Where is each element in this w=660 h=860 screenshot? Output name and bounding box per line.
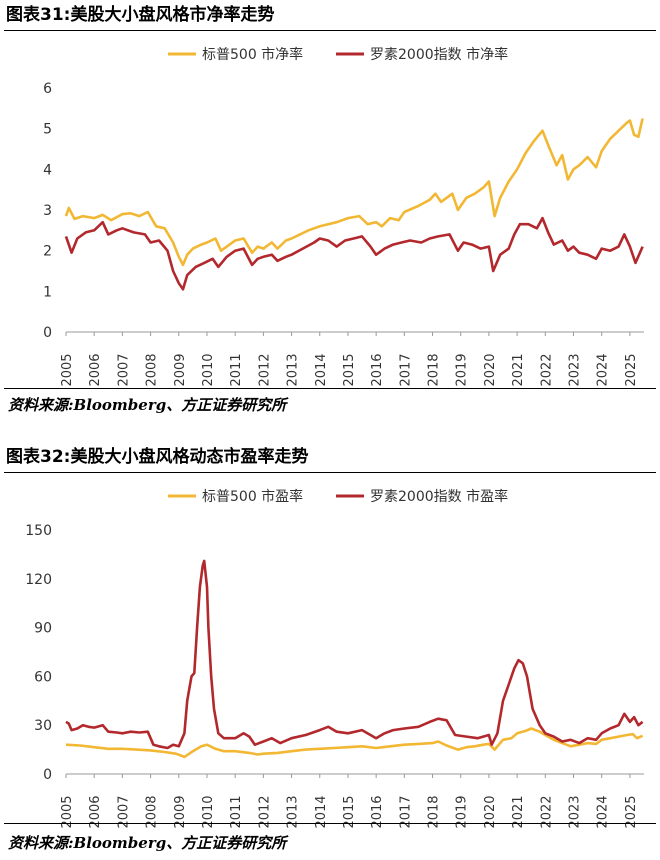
x-tick-label: 2018 (427, 795, 442, 828)
legend-label: 罗素2000指数 市盈率 (370, 488, 508, 505)
title-rule (4, 30, 656, 31)
source-note: 资料来源:Bloomberg、方正证券研究所 (8, 834, 287, 852)
x-tick-label: 2024 (596, 353, 611, 386)
x-tick-label: 2013 (286, 795, 301, 828)
x-tick-label: 2005 (60, 353, 75, 386)
legend-item: 标普500 市净率 (168, 46, 303, 63)
y-tick-label: 2 (43, 244, 52, 260)
x-tick-label: 2006 (88, 353, 103, 386)
x-tick-label: 2023 (568, 353, 583, 386)
x-tick-label: 2008 (145, 353, 160, 386)
source-rule (4, 388, 656, 389)
x-tick-label: 2019 (455, 795, 470, 828)
x-tick-label: 2010 (201, 353, 216, 386)
legend-label: 标普500 市盈率 (202, 488, 303, 505)
y-tick-label: 120 (25, 572, 52, 588)
x-tick-label: 2017 (398, 353, 413, 386)
pb-chart: 标普500 市净率 罗素2000指数 市净率 0 1 2 3 4 5 6 2005 2006 2007… (43, 46, 644, 387)
x-tick-label: 2013 (286, 353, 301, 386)
x-tick-label: 2025 (624, 353, 639, 386)
x-tick-label: 2025 (624, 795, 639, 828)
x-tick-label: 2009 (173, 353, 188, 386)
y-tick-label: 150 (25, 523, 52, 539)
y-tick-label: 6 (43, 81, 52, 97)
legend-item: 罗素2000指数 市盈率 (336, 488, 508, 505)
x-tick-label: 2023 (568, 795, 583, 828)
figure-title: 图表31:美股大小盘风格市净率走势 (6, 5, 275, 25)
series-line (65, 559, 644, 750)
x-tick-label: 2021 (511, 795, 526, 828)
x-tick-label: 2018 (427, 353, 442, 386)
pe-chart: 标普500 市盈率 罗素2000指数 市盈率 0 30 60 90 120 150 2005 20… (25, 488, 644, 829)
x-tick-label: 2012 (257, 353, 272, 386)
y-tick-label: 3 (43, 203, 52, 219)
x-tick-label: 2014 (314, 353, 329, 386)
x-tick-label: 2016 (370, 795, 385, 828)
x-tick-label: 2021 (511, 353, 526, 386)
figure-title: 图表32:美股大小盘风格动态市盈率走势 (6, 447, 309, 467)
x-tick-label: 2022 (539, 353, 554, 386)
title-rule (4, 472, 656, 473)
x-tick-label: 2019 (455, 353, 470, 386)
source-rule (4, 823, 656, 824)
x-tick-label: 2022 (539, 795, 554, 828)
series-line (65, 727, 644, 759)
x-tick-label: 2015 (342, 353, 357, 386)
y-tick-label: 0 (43, 325, 52, 341)
y-tick-label: 1 (43, 284, 52, 300)
y-tick-label: 0 (43, 767, 52, 783)
series-line (64, 216, 644, 291)
x-tick-label: 2015 (342, 795, 357, 828)
x-tick-label: 2014 (314, 795, 329, 828)
source-note: 资料来源:Bloomberg、方正证券研究所 (8, 396, 287, 414)
legend-label: 罗素2000指数 市净率 (370, 46, 508, 63)
figure-31: 图表31:美股大小盘风格市净率走势 标普500 市净率 罗素2000指数 市净率 0… (4, 5, 656, 414)
x-tick-label: 2020 (483, 353, 498, 386)
x-tick-label: 2011 (229, 795, 244, 828)
legend-item: 标普500 市盈率 (168, 488, 303, 505)
x-tick-label: 2009 (173, 795, 188, 828)
legend-label: 标普500 市净率 (202, 46, 303, 63)
x-tick-label: 2010 (201, 795, 216, 828)
x-tick-label: 2007 (116, 353, 131, 386)
y-tick-label: 60 (34, 669, 52, 685)
y-tick-label: 5 (43, 122, 52, 138)
figure-32: 图表32:美股大小盘风格动态市盈率走势 标普500 市盈率 罗素2000指数 市盈… (0, 442, 660, 860)
x-tick-label: 2020 (483, 795, 498, 828)
x-tick-label: 2008 (145, 795, 160, 828)
legend-item: 罗素2000指数 市净率 (336, 46, 508, 63)
x-tick-label: 2006 (88, 795, 103, 828)
y-tick-label: 30 (34, 718, 52, 734)
x-tick-label: 2005 (60, 795, 75, 828)
y-tick-label: 4 (43, 162, 52, 178)
series-line (64, 118, 644, 267)
y-tick-label: 90 (34, 621, 52, 637)
x-tick-label: 2016 (370, 353, 385, 386)
x-tick-label: 2012 (257, 795, 272, 828)
x-tick-label: 2024 (596, 795, 611, 828)
x-tick-label: 2011 (229, 353, 244, 386)
x-tick-label: 2007 (116, 795, 131, 828)
x-tick-label: 2017 (398, 795, 413, 828)
